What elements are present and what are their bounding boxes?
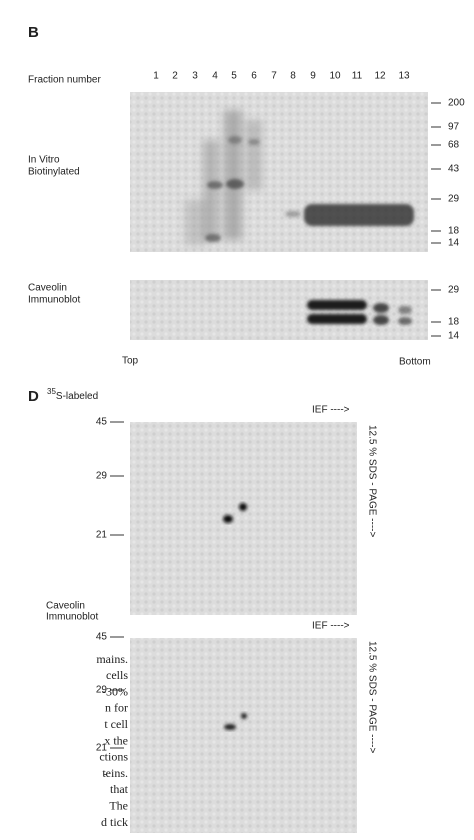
caption-fragment: d tick [101,815,128,829]
marker-label: 18 [448,317,460,328]
marker-label: 29 [448,285,460,296]
marker-label: 45 [96,417,108,428]
fraction-number: 5 [231,71,237,82]
gel-2d-labeled [130,422,357,615]
marker-label: 29 [96,685,108,696]
fraction-number: 2 [172,71,178,82]
marker-label: 200 [448,98,465,109]
blot-label: Immunoblot [46,612,98,623]
marker-label: 43 [448,164,460,175]
marker-label: 21 [96,530,108,541]
caption-fragment: teins. [102,766,128,780]
sds-label: 12.5 % SDS - PAGE ----> [366,425,377,538]
caption-fragment: x the [104,733,128,747]
caption-fragment: t cell [104,717,128,731]
sds-label: 12.5 % SDS - PAGE ----> [366,641,377,754]
fraction-number: 13 [398,71,410,82]
gel-2d-immunoblot [130,638,357,833]
superscript: 35 [47,387,56,396]
caption-fragment: that [110,782,129,796]
fraction-number: 7 [271,71,277,82]
caption-fragment: ctions [99,750,128,764]
fraction-number: 3 [192,71,198,82]
fraction-number: 1 [153,71,159,82]
fraction-number: 10 [329,71,341,82]
label-text: S-labeled [56,391,98,402]
marker-label: 68 [448,140,460,151]
marker-label: - [104,770,107,781]
fraction-number: 6 [251,71,257,82]
gel-biotinylated [130,92,428,252]
ief-label: IEF ----> [312,405,350,416]
marker-label: 97 [448,122,460,133]
blot-label: Immunoblot [28,295,80,306]
marker-label: 45 [96,632,108,643]
ief-label: IEF ----> [312,621,350,632]
caption-fragment: -30% [102,684,128,698]
marker-label: 29 [96,471,108,482]
marker-label: 21 [96,743,108,754]
blot-label: In Vitro [28,155,60,166]
caption-fragment: mains. [96,652,128,666]
fraction-header: Fraction number [28,75,101,86]
blot-label: Caveolin [46,601,85,612]
caption-fragment: The [109,798,128,812]
marker-label: 29 [448,194,460,205]
marker-label: 18 [448,226,460,237]
gel-immunoblot [130,280,428,340]
fraction-number: 4 [212,71,218,82]
blot-label: Biotinylated [28,167,80,178]
marker-label: 14 [448,238,460,249]
fraction-number: 9 [310,71,316,82]
top-label: Top [122,356,139,367]
caption-fragment: n for [105,701,128,715]
panel-label: D [28,388,39,405]
marker-label: 14 [448,331,460,342]
bottom-label: Bottom [399,357,431,368]
fraction-number: 12 [374,71,386,82]
caption-fragment: cells [106,668,128,682]
blot-label: 35S-labeled [47,387,98,402]
fraction-number: 8 [290,71,296,82]
panel-label: B [28,24,39,41]
fraction-number: 11 [352,71,363,82]
blot-label: Caveolin [28,283,67,294]
